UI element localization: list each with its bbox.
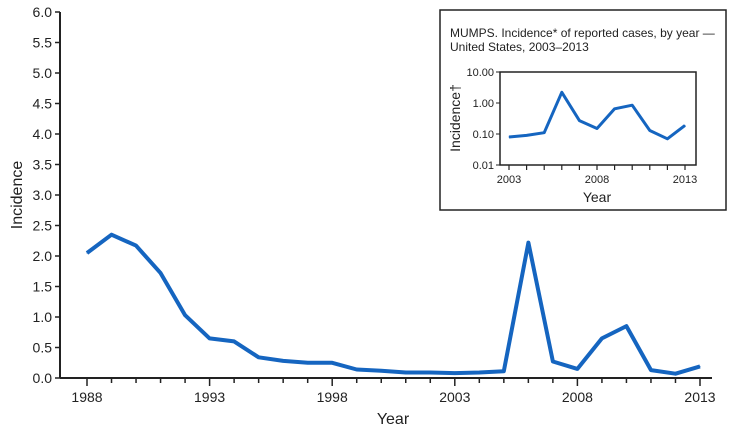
y-tick-label: 6.0 [33,4,53,20]
inset-data-point [561,91,563,93]
inset-frame [439,9,727,211]
inset-data-point [631,104,633,106]
inset-data-point [596,128,598,130]
data-point [674,373,676,375]
x-tick-label: 2013 [684,389,715,405]
inset-y-tick-label: 0.10 [473,129,494,141]
data-point [650,369,652,371]
data-point [699,365,701,367]
data-point [209,337,211,339]
data-point [282,360,284,362]
data-point [307,362,309,364]
inset-data-point [649,129,651,131]
data-point [111,234,113,236]
data-point [601,337,603,339]
data-point [160,272,162,274]
inset-subtitle: United States, 2003–2013 [450,40,589,54]
data-point [380,370,382,372]
x-tick-label: 1988 [71,389,102,405]
data-point [184,314,186,316]
data-point [503,370,505,372]
y-tick-label: 2.0 [33,248,53,264]
x-tick-label: 1993 [194,389,225,405]
inset-data-point [614,108,616,110]
inset-data-point [543,132,545,134]
data-point [527,242,529,244]
data-point [86,252,88,254]
data-point [331,362,333,364]
data-point [478,372,480,374]
inset-chart: 0.01 0.10 1.00 10.00 2003 2008 2013 [466,67,697,186]
inset-data-point [666,138,668,140]
inset-plot-frame [499,71,697,166]
inset-data-point [578,120,580,122]
y-tick-label: 0.5 [33,340,53,356]
y-tick-label: 5.5 [33,35,53,51]
y-tick-label: 2.5 [33,218,53,234]
inset-title: MUMPS. Incidence* of reported cases, by … [450,26,715,40]
inset-y-tick-label: 1.00 [473,98,494,110]
y-tick-label: 4.0 [33,126,53,142]
data-point [576,368,578,370]
main-x-axis-label: Year [377,411,410,428]
inset-data-point [508,136,510,138]
y-tick-label: 3.0 [33,187,53,203]
main-y-axis-label: Incidence [9,161,26,230]
x-tick-label: 2008 [562,389,593,405]
data-point [454,372,456,374]
data-point [356,368,358,370]
y-tick-label: 1.0 [33,309,53,325]
inset-x-axis-label: Year [583,189,612,205]
x-tick-label: 1998 [317,389,348,405]
inset-y-axis-label: Incidence† [447,84,463,152]
inset-x-tick-label: 2013 [673,174,697,186]
data-point [405,372,407,374]
data-point [429,372,431,374]
y-tick-label: 3.5 [33,157,53,173]
y-tick-label: 1.5 [33,279,53,295]
data-point [258,356,260,358]
incidence-line [85,232,701,376]
data-point [135,245,137,247]
data-point [625,325,627,327]
inset-x-tick-label: 2003 [497,174,521,186]
inset-x-tick-label: 2008 [585,174,609,186]
inset-data-point [684,124,686,126]
inset-data-point [526,134,528,136]
x-tick-label: 2003 [439,389,470,405]
data-point [233,340,235,342]
y-tick-label: 4.5 [33,96,53,112]
inset-y-tick-label: 10.00 [466,67,494,79]
main-chart: 0.0 0.5 1.0 1.5 2.0 2.5 3.0 3.5 4.0 4.5 5.0 5.5 6.0 1… [33,4,716,405]
inset-y-tick-label: 0.01 [473,160,494,172]
y-tick-label: 0.0 [33,370,53,386]
data-point [552,361,554,363]
y-tick-label: 5.0 [33,65,53,81]
